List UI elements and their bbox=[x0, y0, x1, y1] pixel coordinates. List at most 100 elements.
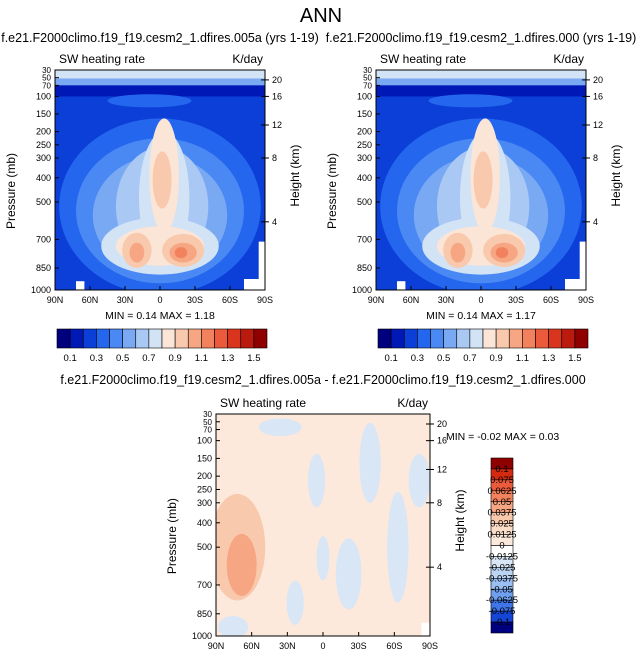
colorbar-swatch bbox=[377, 328, 392, 349]
y-tick-label: 1000 bbox=[31, 285, 51, 295]
colorbar-label: -0.1 bbox=[494, 617, 510, 628]
chart-title: f.e21.F2000climo.f19_f19.cesm2_1.dfires.… bbox=[326, 31, 637, 45]
y-right-tick-label: 16 bbox=[593, 91, 603, 101]
colorbar-swatch bbox=[417, 328, 431, 349]
y-tick-label: 1000 bbox=[192, 631, 212, 641]
y-tick-label: 30 bbox=[363, 66, 372, 75]
y-tick-label: 50 bbox=[363, 74, 372, 83]
colorbar-swatch bbox=[443, 328, 458, 349]
y-right-tick-label: 8 bbox=[593, 153, 598, 163]
missing-data bbox=[258, 241, 265, 290]
missing-data bbox=[565, 279, 582, 290]
y-tick-label: 50 bbox=[42, 74, 51, 83]
y-right-tick-label: 20 bbox=[272, 75, 282, 85]
contour-level bbox=[316, 536, 330, 581]
colorbar-label: 0.7 bbox=[142, 353, 155, 364]
contour-level bbox=[473, 151, 493, 209]
colorbar-swatch bbox=[456, 328, 471, 349]
x-tick-label: 30S bbox=[508, 295, 524, 305]
colorbar-label: 0.1 bbox=[64, 353, 77, 364]
chart-panel-3: f.e21.F2000climo.f19_f19.cesm2_1.dfires.… bbox=[60, 373, 585, 651]
y-right-tick-label: 8 bbox=[437, 498, 442, 508]
x-tick-label: 60S bbox=[386, 641, 402, 651]
colorbar-label: -0.0125 bbox=[486, 551, 518, 562]
colorbar-label: 1.5 bbox=[247, 353, 260, 364]
y-right-tick-label: 4 bbox=[593, 217, 598, 227]
y-right-tick-label: 12 bbox=[593, 120, 603, 130]
colorbar-swatch bbox=[430, 328, 444, 349]
colorbar-horizontal-1: 0.1 0.3 0.5 0.7 0.9 1.1 1.3 1.5 bbox=[56, 328, 268, 364]
colorbar-label: 0 bbox=[499, 541, 504, 552]
min-max-label: MIN = 0.14 MAX = 1.18 bbox=[105, 310, 215, 322]
colorbar-swatch bbox=[508, 328, 523, 349]
y-tick-label: 700 bbox=[197, 580, 212, 590]
chart-title: f.e21.F2000climo.f19_f19.cesm2_1.dfires.… bbox=[1, 31, 319, 45]
y-tick-label: 100 bbox=[357, 91, 372, 101]
y-tick-label: 500 bbox=[357, 197, 372, 207]
y-tick-label: 300 bbox=[357, 153, 372, 163]
colorbar-swatch bbox=[495, 328, 510, 349]
x-tick-label: 60S bbox=[543, 295, 559, 305]
missing-data bbox=[76, 281, 85, 290]
y-right-tick-label: 4 bbox=[437, 562, 442, 572]
colorbar-swatch bbox=[148, 328, 163, 349]
colorbar-label: 1.5 bbox=[568, 353, 581, 364]
y-tick-label: 250 bbox=[357, 140, 372, 150]
y-tick-label: 400 bbox=[357, 173, 372, 183]
chart-left-label: SW heating rate bbox=[380, 52, 466, 66]
contour-level bbox=[107, 94, 192, 108]
missing-data bbox=[421, 622, 430, 636]
chart-left-label: SW heating rate bbox=[59, 52, 145, 66]
colorbar-swatch bbox=[253, 328, 268, 349]
x-tick-label: 90S bbox=[257, 295, 273, 305]
y-tick-label: 70 bbox=[42, 81, 51, 90]
colorbar-swatch bbox=[96, 328, 110, 349]
x-tick-label: 30N bbox=[279, 641, 296, 651]
x-tick-label: 90S bbox=[578, 295, 594, 305]
colorbar-label: -0.075 bbox=[489, 606, 516, 617]
x-tick-label: 90N bbox=[368, 295, 385, 305]
missing-data bbox=[244, 279, 261, 290]
colorbar-swatch bbox=[109, 328, 123, 349]
page-title: ANN bbox=[300, 5, 342, 27]
y-tick-label: 200 bbox=[36, 127, 51, 137]
colorbar-swatch bbox=[174, 328, 189, 349]
y-tick-label: 250 bbox=[197, 484, 212, 494]
y-tick-label: 400 bbox=[36, 173, 51, 183]
x-tick-label: 30S bbox=[351, 641, 367, 651]
y-axis-title: Pressure (mb) bbox=[325, 153, 339, 229]
contour-strat-band bbox=[55, 78, 265, 86]
x-tick-label: 30S bbox=[187, 295, 203, 305]
colorbar-swatch bbox=[82, 328, 97, 349]
y-tick-label: 100 bbox=[197, 436, 212, 446]
min-max-label: MIN = -0.02 MAX = 0.03 bbox=[446, 431, 559, 443]
chart-right-label: K/day bbox=[553, 52, 584, 66]
x-tick-label: 60N bbox=[243, 641, 260, 651]
contour-level bbox=[359, 422, 381, 503]
contour-level bbox=[495, 247, 509, 259]
contour-level bbox=[129, 242, 145, 263]
colorbar-swatch bbox=[482, 328, 497, 349]
y-tick-label: 300 bbox=[36, 153, 51, 163]
colorbar-label: 0.7 bbox=[463, 353, 476, 364]
y-right-tick-label: 16 bbox=[272, 91, 282, 101]
contour-field bbox=[55, 70, 265, 290]
contour-level bbox=[152, 151, 172, 209]
colorbar-label: 0.0625 bbox=[487, 486, 516, 497]
colorbar-label: -0.0625 bbox=[486, 595, 518, 606]
y-tick-label: 70 bbox=[203, 426, 212, 435]
colorbar-label: -0.0375 bbox=[486, 573, 518, 584]
colorbar-label: -0.025 bbox=[489, 562, 516, 573]
colorbar-label: 0.5 bbox=[437, 353, 450, 364]
colorbar-swatch bbox=[469, 328, 484, 349]
colorbar-label: 1.3 bbox=[221, 353, 234, 364]
y-right-tick-label: 16 bbox=[437, 436, 447, 446]
contour-level bbox=[387, 491, 409, 603]
colorbar-swatch bbox=[561, 328, 576, 349]
chart-right-label: K/day bbox=[397, 396, 428, 410]
contour-strat-band bbox=[55, 85, 265, 97]
colorbar-label: 0.9 bbox=[169, 353, 182, 364]
charts: f.e21.F2000climo.f19_f19.cesm2_1.dfires.… bbox=[1, 31, 636, 651]
x-tick-label: 0 bbox=[478, 295, 483, 305]
x-tick-label: 60N bbox=[403, 295, 420, 305]
